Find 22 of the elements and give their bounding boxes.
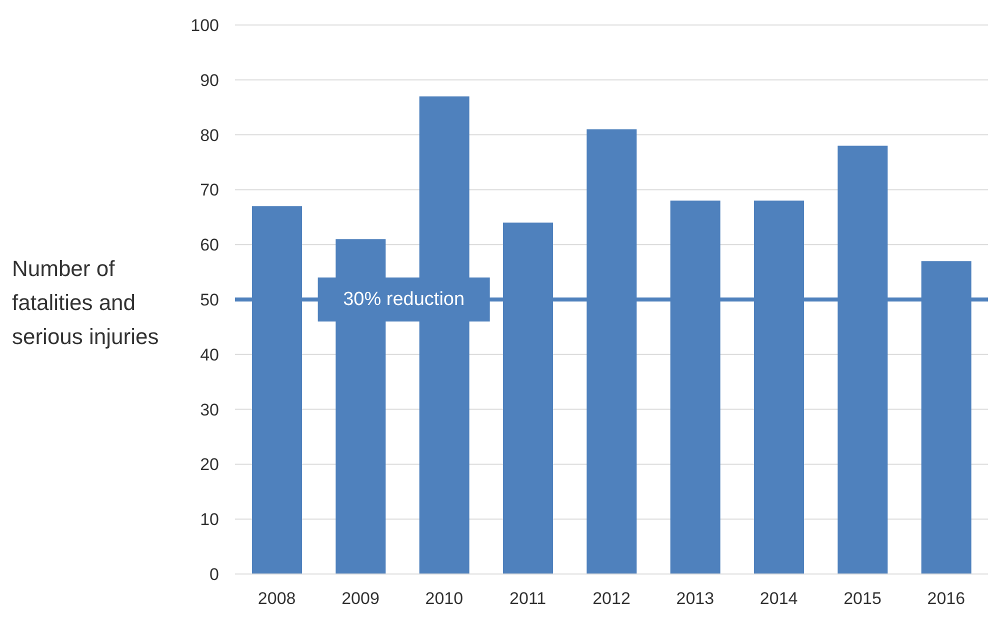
y-tick-label: 10 xyxy=(200,510,219,530)
x-tick-label: 2008 xyxy=(258,589,296,608)
y-tick-label: 80 xyxy=(200,126,219,145)
x-tick-label: 2016 xyxy=(927,589,966,608)
y-tick-label: 30 xyxy=(200,400,219,420)
x-tick-label: 2015 xyxy=(844,589,882,608)
ref-line-label: 30% reduction xyxy=(343,289,465,310)
y-tick-label: 90 xyxy=(200,70,219,90)
y-tick-label: 50 xyxy=(200,290,219,310)
x-tick-label: 2014 xyxy=(760,589,798,608)
y-tick-label: 20 xyxy=(200,455,219,474)
y-tick-label: 0 xyxy=(210,565,219,584)
y-tick-label: 100 xyxy=(190,16,219,36)
y-tick-label: 40 xyxy=(200,345,219,364)
x-tick-label: 2013 xyxy=(676,589,714,608)
x-tick-label: 2009 xyxy=(342,589,380,608)
x-tick-label: 2011 xyxy=(510,589,546,608)
y-axis-title: Number of fatalities and serious injuries xyxy=(12,255,160,351)
y-tick-label: 60 xyxy=(200,236,219,255)
x-tick-label: 2012 xyxy=(592,589,630,608)
y-tick-label: 70 xyxy=(200,180,219,200)
x-tick-label: 2010 xyxy=(425,589,464,608)
